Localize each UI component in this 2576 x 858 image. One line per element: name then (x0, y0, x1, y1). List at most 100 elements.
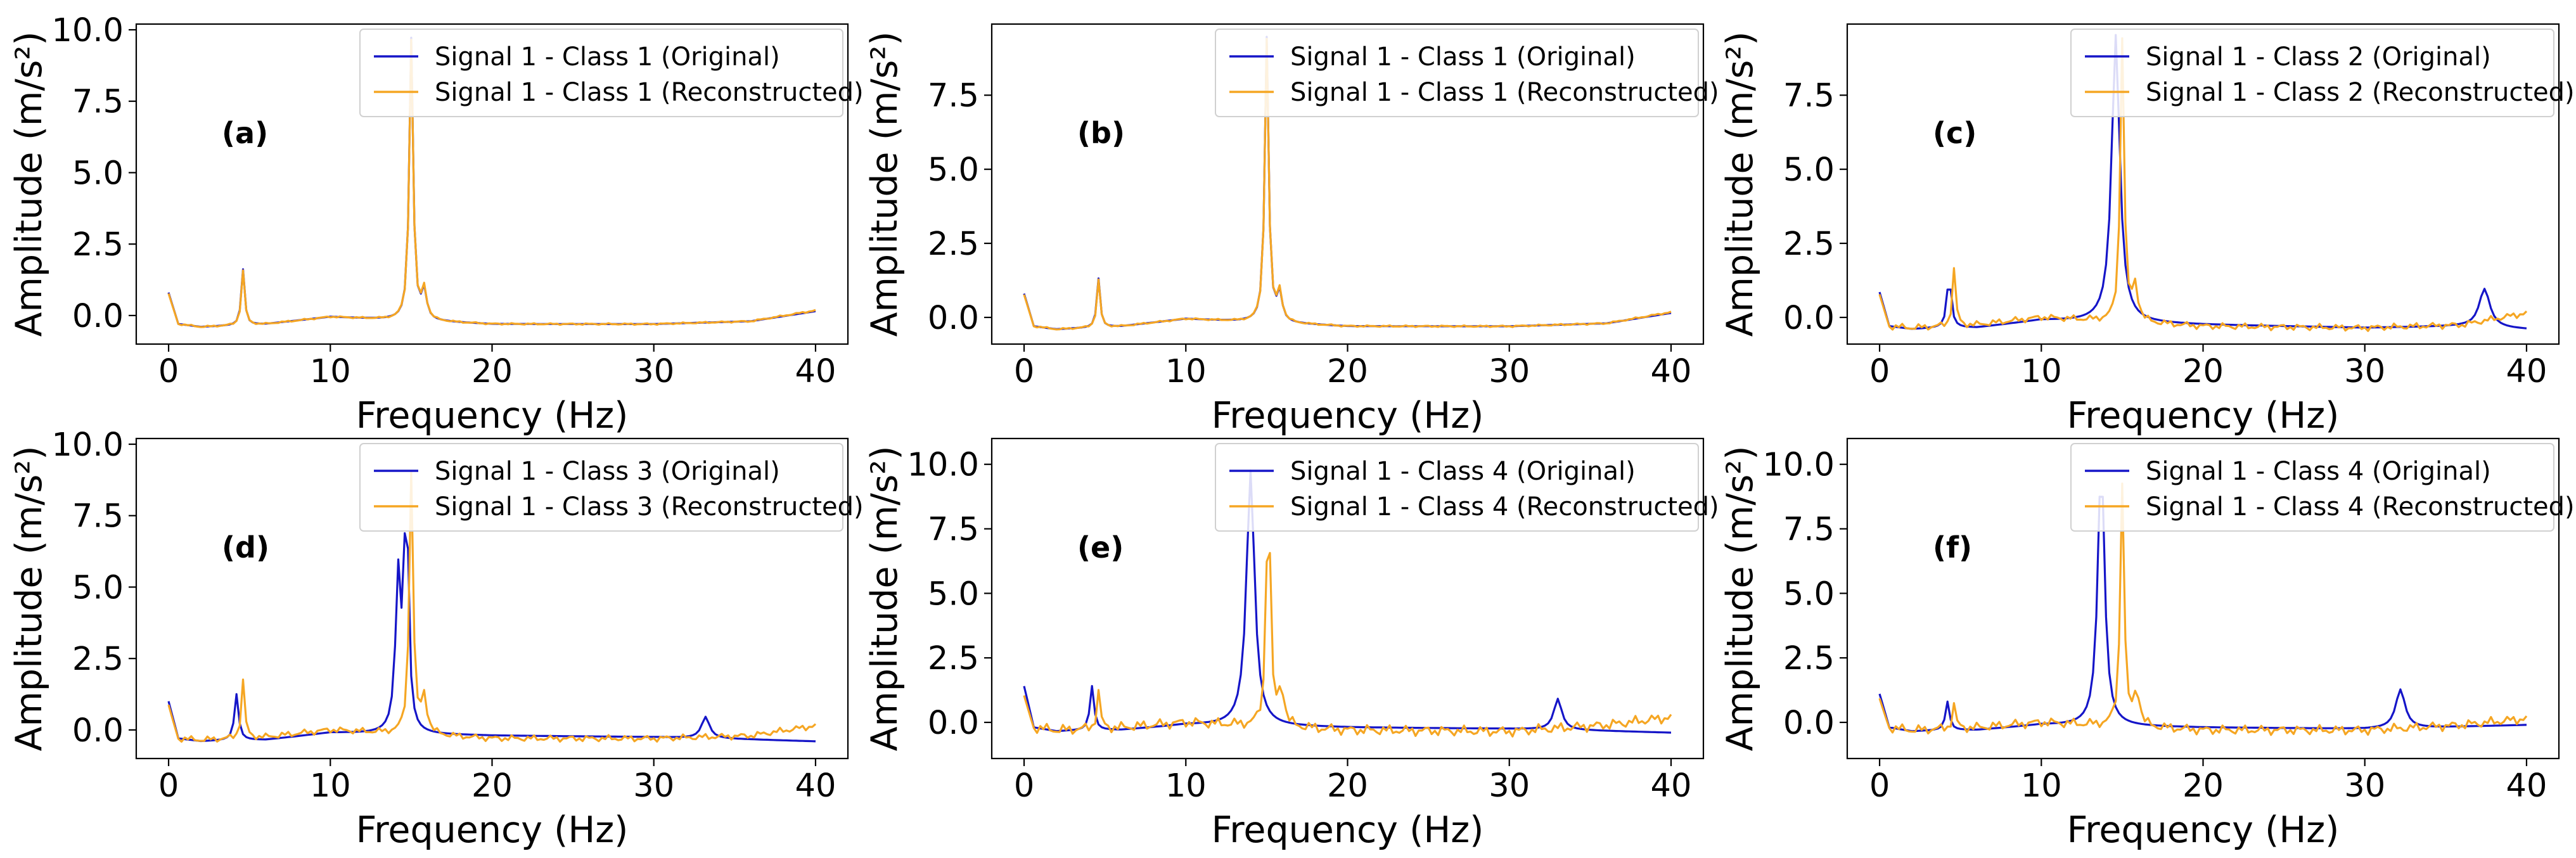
y-tick-label: 5.0 (928, 151, 979, 189)
x-tick-label: 20 (2182, 353, 2224, 390)
y-tick-label: 2.5 (72, 641, 124, 678)
x-tick-label: 0 (1869, 767, 1890, 805)
chart-panel-f: 0 10 20 30 40 0.0 2.5 5.0 7.5 10.0 Frequency (Hz) A… (1719, 437, 2575, 851)
x-tick-label: 40 (1651, 767, 1692, 805)
legend-entry-reconstructed: Signal 1 - Class 4 (Reconstructed) (1290, 492, 1719, 522)
chart-panel-d: 0 10 20 30 40 0.0 2.5 5.0 7.5 10.0 Frequency (Hz) A… (8, 426, 864, 851)
y-tick-label: 7.5 (1783, 511, 1835, 549)
y-tick-label: 5.0 (1783, 151, 1835, 189)
series-line-reconstructed (1878, 482, 2528, 736)
legend-entry-original: Signal 1 - Class 1 (Original) (435, 42, 780, 72)
x-tick-label: 20 (2182, 767, 2224, 805)
y-tick-label: 7.5 (928, 77, 979, 115)
panel-label: (b) (1077, 116, 1125, 150)
y-tick-label: 2.5 (1783, 226, 1835, 263)
panel-label: (c) (1933, 116, 1977, 150)
legend-entry-reconstructed: Signal 1 - Class 1 (Reconstructed) (1290, 78, 1719, 107)
x-tick-label: 30 (2344, 767, 2385, 805)
x-tick-label: 30 (633, 767, 674, 805)
x-axis-label: Frequency (Hz) (2067, 395, 2340, 437)
legend: Signal 1 - Class 4 (Original) Signal 1 - … (2070, 443, 2575, 532)
legend-box (359, 29, 843, 117)
y-axis-label: Amplitude (m/s²) (864, 446, 906, 752)
legend: Signal 1 - Class 2 (Original) Signal 1 - … (2070, 29, 2575, 117)
series-line-reconstructed (1878, 37, 2528, 332)
chart-panel-e: 0 10 20 30 40 0.0 2.5 5.0 7.5 10.0 Frequency (Hz) A… (864, 437, 1719, 851)
legend: Signal 1 - Class 1 (Original) Signal 1 - … (359, 29, 864, 117)
legend-entry-reconstructed: Signal 1 - Class 4 (Reconstructed) (2146, 492, 2575, 522)
y-tick-label: 10.0 (51, 426, 124, 464)
x-axis-label: Frequency (Hz) (2067, 809, 2340, 851)
legend-box (2070, 443, 2554, 532)
y-tick-label: 5.0 (928, 575, 979, 613)
x-tick-label: 0 (1014, 353, 1034, 390)
x-tick-label: 20 (471, 353, 513, 390)
legend-entry-reconstructed: Signal 1 - Class 2 (Reconstructed) (2146, 78, 2575, 107)
x-tick-label: 40 (795, 767, 836, 805)
y-tick-label: 7.5 (72, 84, 124, 121)
x-tick-label: 10 (1165, 353, 1207, 390)
y-tick-label: 5.0 (1783, 575, 1835, 613)
x-tick-label: 0 (158, 353, 179, 390)
y-tick-label: 10.0 (907, 447, 979, 484)
legend-box (1215, 443, 1699, 532)
y-axis-label: Amplitude (m/s²) (1719, 446, 1761, 752)
panel-label: (f) (1933, 530, 1972, 565)
y-tick-label: 2.5 (1783, 640, 1835, 677)
x-axis-label: Frequency (Hz) (356, 809, 629, 851)
x-tick-label: 40 (2506, 353, 2547, 390)
chart-panel-c: 0 10 20 30 40 0.0 2.5 5.0 7.5 Frequency (Hz) Ampli… (1719, 23, 2575, 437)
x-tick-label: 20 (1327, 767, 1368, 805)
y-tick-label: 7.5 (1783, 77, 1835, 115)
legend: Signal 1 - Class 4 (Original) Signal 1 - … (1215, 443, 1719, 532)
x-tick-label: 30 (633, 353, 674, 390)
legend-box (1215, 29, 1699, 117)
x-tick-label: 10 (310, 353, 351, 390)
legend-entry-original: Signal 1 - Class 4 (Original) (1290, 457, 1636, 486)
y-tick-label: 10.0 (1762, 447, 1835, 484)
x-tick-label: 0 (1014, 767, 1034, 805)
y-tick-label: 7.5 (928, 511, 979, 549)
x-tick-label: 40 (2506, 767, 2547, 805)
x-tick-label: 10 (2021, 767, 2062, 805)
y-tick-label: 0.0 (1783, 705, 1835, 742)
x-tick-label: 10 (2021, 353, 2062, 390)
y-tick-label: 2.5 (72, 226, 124, 264)
x-tick-label: 0 (1869, 353, 1890, 390)
legend-entry-original: Signal 1 - Class 4 (Original) (2146, 457, 2491, 486)
legend-entry-original: Signal 1 - Class 3 (Original) (435, 457, 780, 486)
y-tick-label: 5.0 (72, 155, 124, 192)
legend-box (359, 443, 843, 532)
y-tick-label: 0.0 (928, 705, 979, 742)
panel-label: (a) (222, 116, 268, 150)
panel-label: (e) (1077, 530, 1124, 565)
x-tick-label: 30 (2344, 353, 2385, 390)
legend-entry-reconstructed: Signal 1 - Class 1 (Reconstructed) (435, 78, 864, 107)
x-tick-label: 40 (1651, 353, 1692, 390)
chart-panel-b: 0 10 20 30 40 0.0 2.5 5.0 7.5 Frequency (Hz) Ampli… (864, 23, 1719, 437)
y-axis-label: Amplitude (m/s²) (864, 32, 906, 337)
legend-box (2070, 29, 2554, 117)
x-tick-label: 10 (1165, 767, 1207, 805)
y-tick-label: 5.0 (72, 569, 124, 606)
legend: Signal 1 - Class 1 (Original) Signal 1 - … (1215, 29, 1719, 117)
legend: Signal 1 - Class 3 (Original) Signal 1 - … (359, 443, 864, 532)
series-line-reconstructed (167, 471, 817, 743)
series-line-reconstructed (1023, 37, 1672, 331)
x-tick-label: 40 (795, 353, 836, 390)
x-tick-label: 0 (158, 767, 179, 805)
x-tick-label: 10 (310, 767, 351, 805)
series-line-reconstructed (167, 39, 816, 328)
y-tick-label: 7.5 (72, 498, 124, 535)
x-axis-label: Frequency (Hz) (356, 395, 629, 437)
y-tick-label: 2.5 (928, 640, 979, 677)
legend-entry-original: Signal 1 - Class 1 (Original) (1290, 42, 1636, 72)
series-line-reconstructed (1023, 552, 1672, 738)
x-axis-label: Frequency (Hz) (1212, 395, 1484, 437)
y-axis-label: Amplitude (m/s²) (1719, 32, 1761, 337)
x-tick-label: 30 (1489, 353, 1530, 390)
y-tick-label: 0.0 (72, 298, 124, 335)
y-tick-label: 0.0 (72, 712, 124, 750)
legend-entry-reconstructed: Signal 1 - Class 3 (Reconstructed) (435, 492, 864, 522)
legend-entry-original: Signal 1 - Class 2 (Original) (2146, 42, 2491, 72)
